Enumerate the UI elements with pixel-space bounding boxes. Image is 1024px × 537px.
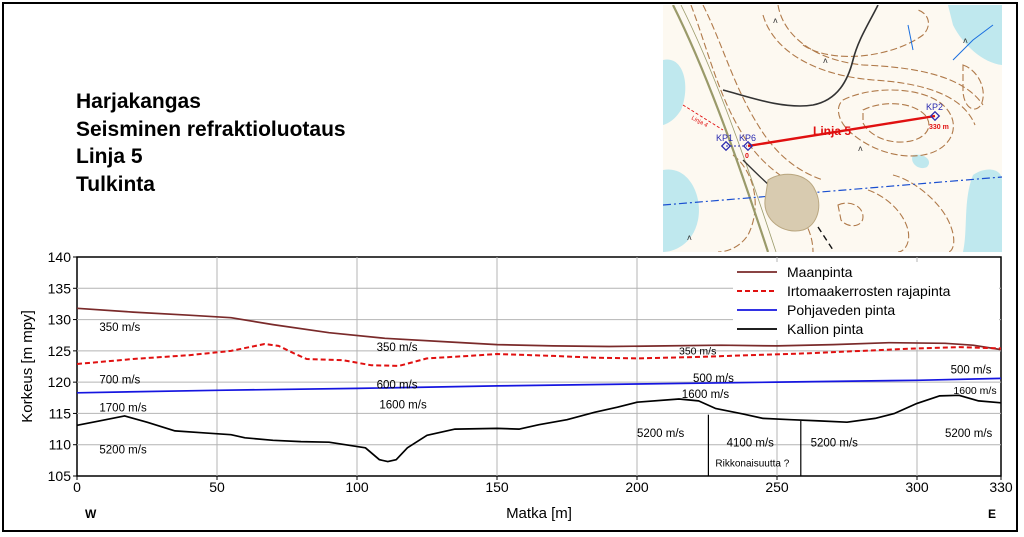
survey-line-4: [682, 104, 724, 131]
plot-area: 0 50 100 150 200 250 300 330 105 110 115 120 125 130 1…: [19, 249, 1013, 522]
y-tick-label: 115: [49, 405, 72, 421]
y-tick-label: 105: [48, 468, 72, 484]
kp6-marker: [742, 140, 754, 152]
title-block: Harjakangas Seisminen refraktioluotaus L…: [76, 88, 346, 198]
kp2-marker: [929, 110, 941, 122]
velocity-label: 350 m/s: [377, 342, 418, 354]
terrain-symbols: ʌ ʌ ʌ ʌ ʌ: [687, 16, 968, 242]
svg-text:ʌ: ʌ: [773, 16, 778, 25]
x-tick-label: 50: [209, 479, 225, 495]
x-tick-label: 100: [345, 479, 369, 495]
velocity-label: 5200 m/s: [811, 438, 859, 450]
velocity-label: 4100 m/s: [727, 438, 775, 450]
pond: [912, 154, 930, 169]
lake-southwest: [663, 169, 699, 252]
legend-label: Irtomaakerrosten rajapinta: [787, 283, 951, 299]
location-map-svg: KP1 KP6 KP2 Linja 5 0 330 m Linja 4 ʌʌʌ …: [663, 5, 1002, 252]
kp6-label: KP6: [739, 133, 756, 143]
legend-box: [733, 262, 999, 340]
y-tick-label: 130: [48, 312, 72, 328]
west-label: W: [85, 507, 97, 521]
line-end-label: 330 m: [929, 124, 949, 131]
velocity-label: 350 m/s: [99, 322, 140, 334]
lake-northeast: [948, 5, 1002, 65]
svg-text:ʌ: ʌ: [687, 233, 692, 242]
road-main: [672, 5, 770, 252]
velocity-label: Rikkonaisuutta ?: [715, 459, 789, 470]
survey-line-5: [747, 114, 936, 148]
velocity-label: 1600 m/s: [379, 399, 427, 411]
x-tick-label: 150: [485, 479, 509, 495]
series-line-0: [76, 307, 1002, 351]
legend-label: Kallion pinta: [787, 321, 863, 337]
y-tick-label: 110: [49, 437, 72, 453]
velocity-label: 1600 m/s: [682, 389, 730, 401]
svg-text:ʌ: ʌ: [858, 144, 863, 153]
x-tick-label: 250: [765, 479, 789, 495]
velocity-label: 1700 m/s: [99, 403, 147, 415]
velocity-label: 350 m/s: [679, 346, 716, 358]
y-tick-label: 140: [48, 249, 72, 265]
series-line-2: [76, 377, 1002, 394]
x-axis-label: Matka [m]: [506, 505, 572, 522]
y-axis-label: Korkeus [m mpy]: [19, 310, 36, 423]
line-5-label: Linja 5: [813, 124, 851, 138]
velocity-label: 5200 m/s: [945, 428, 993, 440]
velocity-label: 600 m/s: [377, 379, 418, 391]
track-north: [722, 5, 879, 107]
velocity-label: 1600 m/s: [953, 385, 996, 397]
velocity-label: 5200 m/s: [99, 444, 147, 456]
velocity-label: 700 m/s: [99, 374, 140, 386]
lake-west: [663, 59, 686, 126]
interpretation-label: Tulkinta: [76, 172, 155, 196]
y-tick-label: 120: [48, 374, 72, 390]
path-dashed: [817, 226, 834, 251]
svg-text:ʌ: ʌ: [963, 36, 968, 45]
east-label: E: [988, 507, 996, 521]
kp2-label: KP2: [926, 102, 943, 112]
line-name: Linja 5: [76, 145, 143, 168]
x-tick-label: 330: [989, 479, 1013, 495]
velocity-label: 5200 m/s: [637, 428, 685, 440]
velocity-label: 500 m/s: [951, 364, 992, 376]
stream: [907, 24, 994, 61]
x-tick-label: 300: [905, 479, 929, 495]
series-line-3: [76, 394, 1002, 463]
y-tick-label: 135: [48, 280, 72, 296]
x-tick-label: 200: [625, 479, 649, 495]
svg-text:ʌ: ʌ: [823, 56, 828, 65]
road-edge: [680, 5, 777, 252]
legend-label: Pohjaveden pinta: [787, 302, 895, 318]
velocity-label: 500 m/s: [693, 373, 734, 385]
site-name: Harjakangas: [76, 90, 201, 113]
line-start-label: 0: [745, 153, 749, 160]
survey-type: Seisminen refraktioluotaus: [76, 117, 346, 141]
y-tick-label: 125: [48, 343, 72, 359]
figure-frame: [2, 2, 1018, 532]
kp1-label: KP1: [716, 133, 733, 143]
legend-label: Maanpinta: [787, 264, 853, 280]
series-line-1: [76, 343, 1002, 367]
lake-east: [963, 169, 1002, 252]
gravel-pit: [764, 173, 820, 232]
x-tick-label: 0: [73, 479, 81, 495]
power-line: [663, 176, 1002, 206]
kp1-marker: [720, 140, 732, 152]
